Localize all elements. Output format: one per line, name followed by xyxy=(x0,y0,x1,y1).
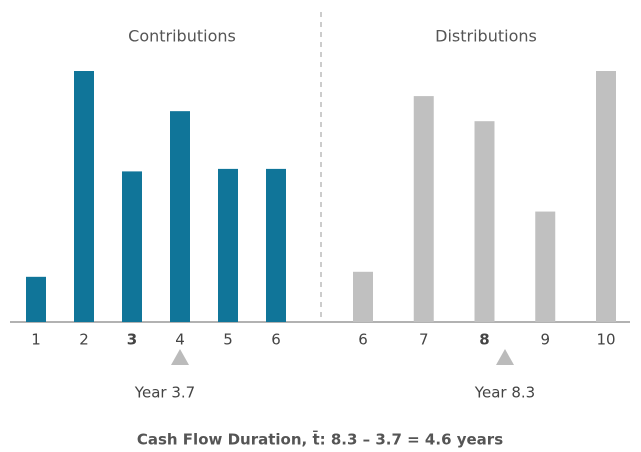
bar xyxy=(26,276,46,322)
marker xyxy=(496,349,514,365)
x-tick-label: 6 xyxy=(358,331,368,349)
bar xyxy=(74,71,94,322)
marker xyxy=(171,349,189,365)
bar xyxy=(122,171,142,322)
x-tick-label: 9 xyxy=(540,331,550,349)
bar xyxy=(170,111,190,322)
x-tick-label: 8 xyxy=(479,331,489,349)
panel-title: Contributions xyxy=(128,27,236,46)
bar xyxy=(535,211,556,322)
bar xyxy=(353,271,373,322)
x-tick-label: 2 xyxy=(79,331,89,349)
annotation: Year 8.3 xyxy=(474,384,535,402)
x-tick-label: 4 xyxy=(175,331,185,349)
bar xyxy=(266,168,286,322)
x-tick-label: 1 xyxy=(31,331,41,349)
bar xyxy=(474,121,495,322)
caption: Cash Flow Duration, t̄: 8.3 – 3.7 = 4.6 … xyxy=(137,429,503,449)
annotation: Year 3.7 xyxy=(134,384,195,402)
bar xyxy=(596,71,616,322)
x-tick-label: 7 xyxy=(419,331,429,349)
bar xyxy=(218,168,238,322)
x-tick-label: 6 xyxy=(271,331,281,349)
x-tick-label: 5 xyxy=(223,331,233,349)
x-tick-label: 3 xyxy=(127,331,137,349)
panel-title: Distributions xyxy=(435,27,537,46)
bar xyxy=(413,96,434,322)
x-tick-label: 10 xyxy=(596,331,615,349)
